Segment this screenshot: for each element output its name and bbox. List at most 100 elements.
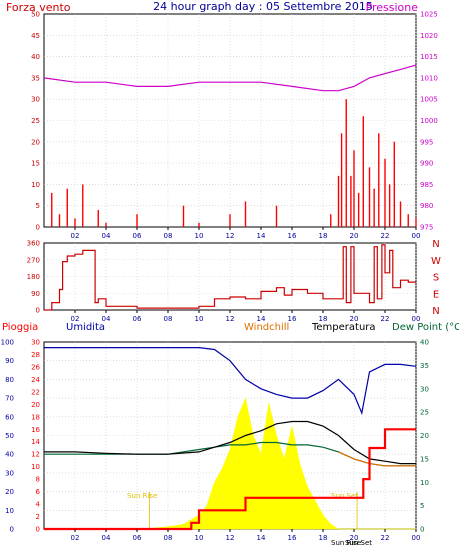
rain-axis-tick-24: 24 bbox=[31, 376, 40, 384]
p1-xtick-label-16: 16 bbox=[288, 232, 297, 240]
p1-xtick-label-14: 14 bbox=[257, 232, 266, 240]
dir-axis-tick-90: 90 bbox=[31, 290, 40, 298]
p3-xtick-label-12: 12 bbox=[226, 534, 235, 542]
title-pioggia: Pioggia bbox=[2, 322, 38, 333]
pressure-axis-tick-1025: 1025 bbox=[420, 11, 438, 19]
dir-axis-tick-0: 0 bbox=[36, 307, 40, 315]
pressure-axis-tick-990: 990 bbox=[420, 160, 433, 168]
panel1-series bbox=[43, 64, 417, 227]
humidity-axis-tick-30: 30 bbox=[5, 469, 14, 477]
humidity-axis-tick-20: 20 bbox=[5, 488, 14, 496]
dewpoint-axis-tick-35: 35 bbox=[420, 362, 429, 370]
dewpoint-axis-tick-10: 10 bbox=[420, 479, 429, 487]
p3-xtick-label-04: 04 bbox=[102, 534, 111, 542]
humidity-axis-tick-10: 10 bbox=[5, 507, 14, 515]
p2-xtick-label-14: 14 bbox=[257, 315, 266, 323]
pressure-line bbox=[43, 64, 417, 92]
wind-axis-tick-15: 15 bbox=[31, 160, 40, 168]
dewpoint-axis-tick-40: 40 bbox=[420, 339, 429, 347]
pressure-axis-tick-1005: 1005 bbox=[420, 96, 438, 104]
p1-xtick-label-20: 20 bbox=[350, 232, 359, 240]
windchill-line bbox=[338, 451, 416, 467]
pressure-axis-tick-975: 975 bbox=[420, 224, 433, 232]
wind-axis-tick-30: 30 bbox=[31, 96, 40, 104]
sun-rise-label-bottom: Sun Rise bbox=[331, 539, 361, 547]
p2-xtick-label-04: 04 bbox=[102, 315, 111, 323]
rain-axis-tick-26: 26 bbox=[31, 363, 40, 371]
rain-axis-tick-12: 12 bbox=[31, 451, 40, 459]
p3-xtick-label-08: 08 bbox=[164, 534, 173, 542]
rain-axis-tick-6: 6 bbox=[36, 488, 41, 496]
p3-xtick-label-18: 18 bbox=[319, 534, 328, 542]
rain-line bbox=[44, 428, 416, 531]
title-dew-point: Dew Point (°C bbox=[392, 322, 459, 333]
rain-axis-tick-30: 30 bbox=[31, 339, 40, 347]
p3-xtick-label-14: 14 bbox=[257, 534, 266, 542]
humidity-axis-tick-100: 100 bbox=[1, 339, 14, 347]
wind-axis-tick-45: 45 bbox=[31, 32, 40, 40]
pressure-axis-tick-985: 985 bbox=[420, 181, 433, 189]
compass-label-3: E bbox=[433, 289, 439, 300]
wind-axis-tick-35: 35 bbox=[31, 74, 40, 82]
p3-xtick-label-10: 10 bbox=[195, 534, 204, 542]
p2-xtick-label-06: 06 bbox=[133, 315, 142, 323]
humidity-axis-tick-60: 60 bbox=[5, 413, 14, 421]
compass-label-2: S bbox=[433, 273, 439, 284]
sun-set-label: Sun Set bbox=[331, 492, 358, 500]
header-left-title: Forza vento bbox=[6, 1, 71, 14]
rain-axis-tick-8: 8 bbox=[36, 476, 40, 484]
rain-axis-tick-28: 28 bbox=[31, 351, 40, 359]
p2-xtick-label-20: 20 bbox=[350, 315, 359, 323]
p1-xtick-label-12: 12 bbox=[226, 232, 235, 240]
p1-xtick-label-06: 06 bbox=[133, 232, 142, 240]
pressure-axis-tick-1010: 1010 bbox=[420, 74, 438, 82]
panel3-series bbox=[44, 347, 417, 531]
rain-axis-tick-18: 18 bbox=[31, 413, 40, 421]
header-right-title: Pressione bbox=[366, 1, 419, 14]
compass-label-4: N bbox=[432, 306, 439, 317]
header-center-title: 24 hour graph day : 05 Settembre 2015 bbox=[153, 0, 373, 13]
rain-axis-tick-22: 22 bbox=[31, 388, 40, 396]
p2-xtick-label-02: 02 bbox=[71, 315, 80, 323]
p3-xtick-label-02: 02 bbox=[71, 534, 80, 542]
dewpoint-axis-tick-15: 15 bbox=[420, 455, 429, 463]
pressure-axis-tick-1015: 1015 bbox=[420, 53, 438, 61]
p1-xtick-label-08: 08 bbox=[164, 232, 173, 240]
pressure-axis-tick-1000: 1000 bbox=[420, 117, 438, 125]
rain-axis-tick-14: 14 bbox=[31, 438, 40, 446]
wind-axis-tick-5: 5 bbox=[36, 202, 40, 210]
p1-xtick-label-22: 22 bbox=[381, 232, 390, 240]
dir-axis-tick-360: 360 bbox=[27, 240, 40, 248]
compass-label-1: W bbox=[431, 256, 441, 267]
dir-axis-tick-270: 270 bbox=[27, 256, 40, 264]
dewpoint-axis-tick-20: 20 bbox=[420, 432, 429, 440]
p2-xtick-label-10: 10 bbox=[195, 315, 204, 323]
panel1-axes: 0510152025303540455097598098599099510001… bbox=[31, 11, 438, 241]
wind-axis-tick-50: 50 bbox=[31, 11, 40, 19]
temperature-line bbox=[44, 420, 416, 465]
rain-axis-tick-0: 0 bbox=[36, 526, 40, 534]
compass-label-0: N bbox=[432, 239, 439, 250]
p2-xtick-label-18: 18 bbox=[319, 315, 328, 323]
solar-area bbox=[44, 397, 416, 530]
dewpoint-axis-tick-0: 0 bbox=[420, 526, 424, 534]
dewpoint-axis-tick-30: 30 bbox=[420, 385, 429, 393]
p1-xtick-label-00: 00 bbox=[412, 232, 421, 240]
title-temperatura: Temperatura bbox=[311, 322, 376, 333]
panel3-axes: 0102030405060708090100024681012141618202… bbox=[1, 339, 429, 543]
p3-xtick-label-20: 20 bbox=[350, 534, 359, 542]
wind-axis-tick-20: 20 bbox=[31, 138, 40, 146]
p1-xtick-label-04: 04 bbox=[102, 232, 111, 240]
p2-xtick-label-16: 16 bbox=[288, 315, 297, 323]
sun-rise-label: Sun Rise bbox=[127, 492, 157, 500]
p1-xtick-label-18: 18 bbox=[319, 232, 328, 240]
humidity-axis-tick-90: 90 bbox=[5, 357, 14, 365]
panel2-series bbox=[44, 244, 416, 311]
humidity-axis-tick-50: 50 bbox=[5, 432, 14, 440]
humidity-line bbox=[44, 347, 417, 416]
dewpoint-axis-tick-5: 5 bbox=[420, 502, 424, 510]
wind-axis-tick-10: 10 bbox=[31, 181, 40, 189]
p2-xtick-label-22: 22 bbox=[381, 315, 390, 323]
rain-axis-tick-4: 4 bbox=[36, 501, 41, 509]
